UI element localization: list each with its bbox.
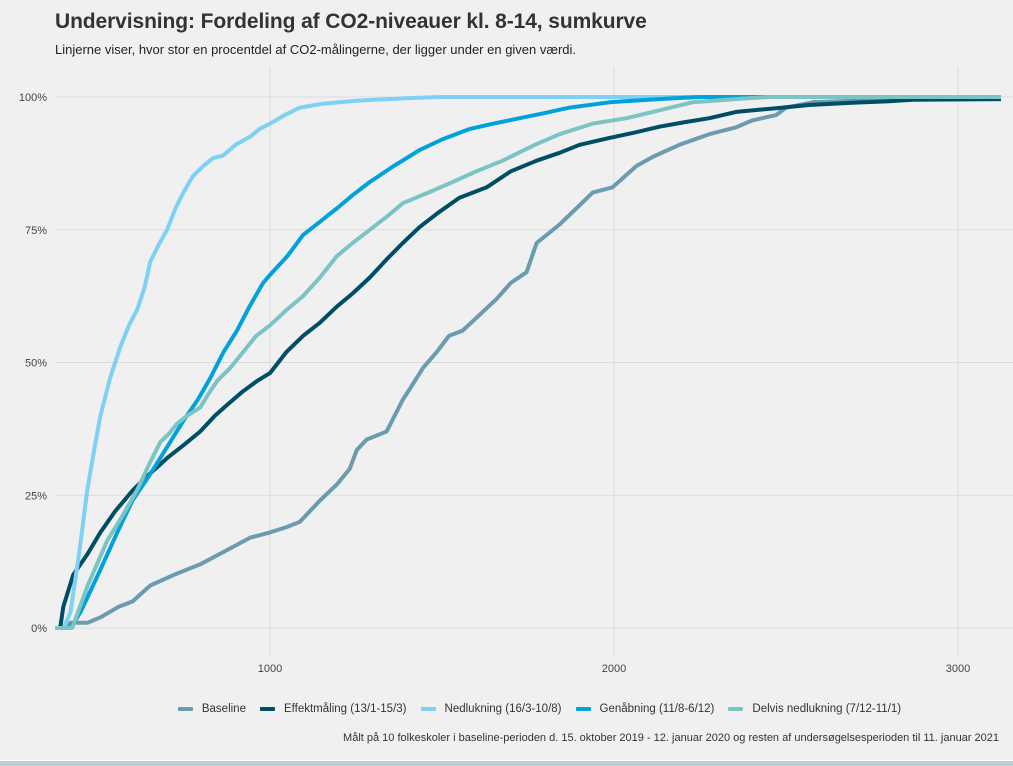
series-line-nedlukning	[55, 95, 1001, 630]
legend-item: Baseline	[177, 703, 246, 715]
series-line-delvis	[55, 95, 1001, 630]
chart-plot: 0% 25% 50% 75% 100% 1000 2000 3000	[19, 67, 1013, 675]
legend-swatch	[259, 707, 275, 711]
series-line-genåbning	[55, 95, 1001, 630]
legend-item: Nedlukning (16/3-10/8)	[420, 703, 562, 715]
gridlines	[55, 67, 1013, 655]
x-axis: 1000 2000 3000	[258, 663, 970, 675]
legend-item: Delvis nedlukning (7/12-11/1)	[728, 703, 901, 715]
chart-title: Undervisning: Fordeling af CO2-niveauer …	[55, 10, 647, 33]
legend-label: Genåbning (11/8-6/12)	[599, 703, 715, 715]
series-line-baseline	[55, 95, 1001, 630]
y-tick-label: 0%	[31, 623, 47, 635]
legend-swatch	[728, 707, 744, 711]
legend-item: Effektmåling (13/1-15/3)	[259, 703, 407, 715]
y-tick-label: 25%	[25, 490, 47, 502]
legend: Baseline Effektmåling (13/1-15/3) Nedlukni…	[0, 703, 1013, 715]
legend-label: Baseline	[201, 703, 246, 715]
legend-label: Effektmåling (13/1-15/3)	[283, 703, 407, 715]
y-tick-label: 75%	[25, 225, 47, 237]
legend-swatch	[420, 707, 436, 711]
legend-item: Genåbning (11/8-6/12)	[575, 703, 715, 715]
legend-label: Delvis nedlukning (7/12-11/1)	[752, 703, 902, 715]
series-lines	[55, 95, 1002, 630]
legend-swatch	[575, 707, 591, 711]
y-tick-label: 50%	[25, 358, 47, 370]
chart-subtitle: Linjerne viser, hvor stor en procentdel …	[55, 42, 576, 57]
x-tick-label: 3000	[946, 663, 970, 675]
legend-label: Nedlukning (16/3-10/8)	[444, 703, 562, 715]
y-axis: 0% 25% 50% 75% 100%	[19, 92, 47, 635]
legend-swatch	[177, 707, 193, 711]
series-line-effektmåling	[55, 97, 1002, 630]
y-tick-label: 100%	[19, 92, 47, 104]
x-tick-label: 1000	[258, 663, 282, 675]
x-tick-label: 2000	[602, 663, 626, 675]
source-caption: Målt på 10 folkeskoler i baseline-period…	[343, 732, 999, 744]
bottom-border	[0, 760, 1013, 766]
